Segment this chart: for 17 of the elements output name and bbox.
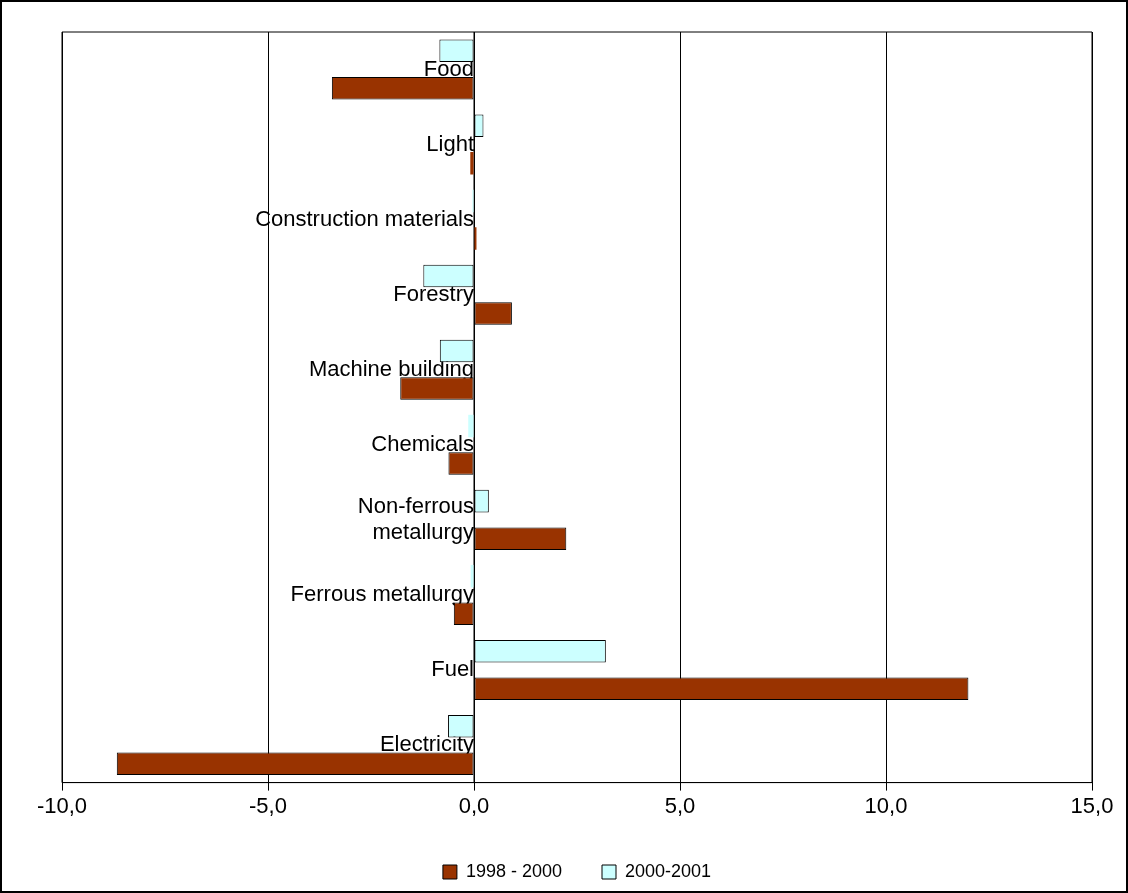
y-tick-label: Forestry: [393, 280, 474, 306]
y-tick-label: Light: [426, 130, 474, 156]
y-tick-label: Ferrous metallurgy: [290, 581, 474, 607]
y-tick-label: Food: [423, 55, 474, 81]
x-tick-label: -5,0: [249, 792, 287, 818]
legend-label: 1998 - 2000: [465, 860, 563, 881]
legend-label: 2000-2001: [625, 860, 712, 881]
x-tick-label: 15,0: [1070, 792, 1114, 818]
x-tick-label: 0,0: [458, 792, 490, 818]
y-tick-label: Chemicals: [371, 430, 474, 456]
x-tick-label: 10,0: [864, 792, 908, 818]
y-tick-label: Electricity: [379, 731, 474, 757]
x-tick-label: -10,0: [36, 792, 88, 818]
y-tick-label: Fuel: [431, 656, 474, 682]
x-tick-label: 5,0: [664, 792, 696, 818]
y-tick-label: Non-ferrous metallurgy: [357, 492, 474, 545]
y-tick-label: Machine building: [308, 355, 474, 381]
